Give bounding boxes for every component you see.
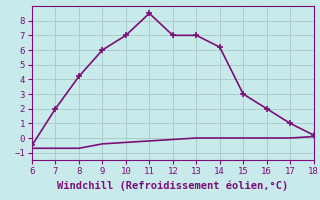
X-axis label: Windchill (Refroidissement éolien,°C): Windchill (Refroidissement éolien,°C) bbox=[57, 180, 288, 191]
